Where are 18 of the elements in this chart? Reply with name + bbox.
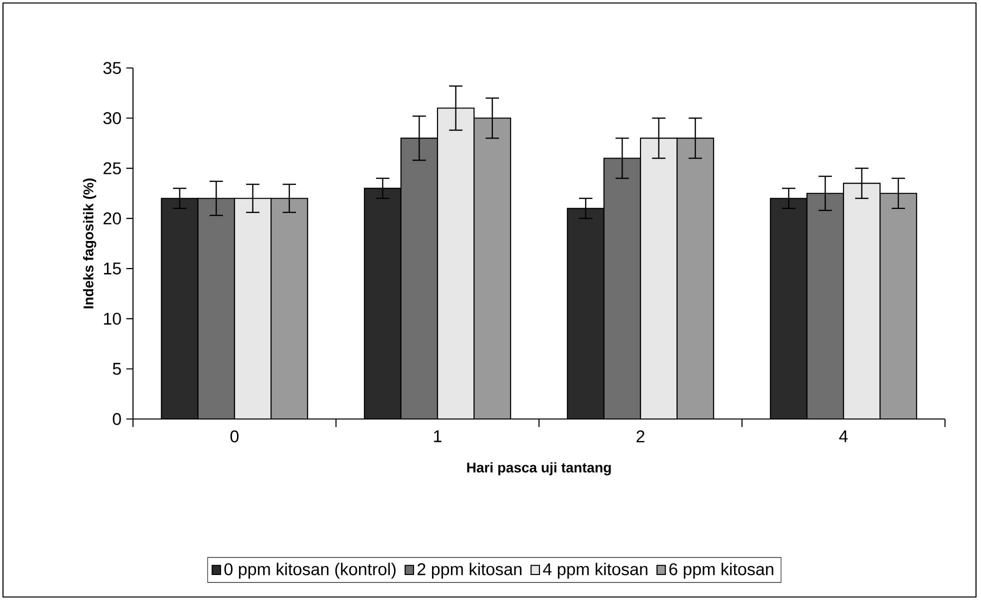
x-tick-label: 0 xyxy=(230,430,239,442)
y-tick-label: 10 xyxy=(104,312,121,325)
y-tick-label: 20 xyxy=(104,212,121,224)
y-tick-label: 25 xyxy=(104,162,121,174)
legend-label: 0 ppm kitosan (kontrol) xyxy=(224,562,396,579)
y-tick-label: 15 xyxy=(104,262,121,275)
x-tick-label: 2 xyxy=(636,430,644,442)
y-tick-label: 35 xyxy=(103,62,121,74)
y-axis-title: Indeks fagositik (%) xyxy=(83,178,96,308)
legend-label: 4 ppm kitosan xyxy=(543,562,648,579)
x-tick-label: 1 xyxy=(434,430,442,442)
legend-label: 6 ppm kitosan xyxy=(669,562,774,579)
y-tick-label: 0 xyxy=(112,412,121,426)
x-axis-title: Hari pasca uji tantang xyxy=(467,462,611,476)
y-tick-label: 5 xyxy=(112,362,121,375)
x-tick-label: 4 xyxy=(839,430,848,442)
y-tick-label: 30 xyxy=(103,112,121,124)
legend-label: 2 ppm kitosan xyxy=(418,562,522,579)
